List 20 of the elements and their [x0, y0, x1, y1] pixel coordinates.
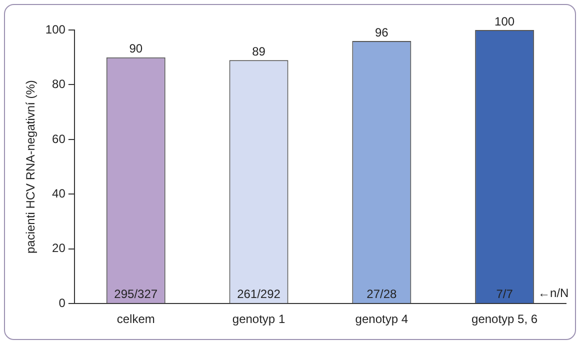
annotation: 295/327 — [114, 286, 158, 301]
data-label: 89 — [252, 44, 266, 58]
data-label: 96 — [374, 25, 389, 40]
y-tick-label: 20 — [52, 241, 66, 256]
annotation: ←n/N — [538, 286, 569, 300]
annotation: 7/7 — [496, 286, 514, 301]
data-label: 90 — [129, 42, 143, 56]
y-axis-title: pacienti HCV RNA-negativní (%) — [24, 80, 38, 254]
x-tick-label: genotyp 5, 6 — [472, 312, 538, 326]
x-tick-label: celkem — [116, 312, 155, 326]
y-tick-label: 60 — [52, 132, 66, 146]
annotation: 261/292 — [237, 286, 281, 301]
x-tick-label: genotyp 1 — [232, 312, 286, 326]
y-tick-label: 0 — [58, 296, 66, 310]
y-tick-label: 40 — [52, 186, 66, 200]
x-tick-label: genotyp 4 — [355, 312, 408, 326]
annotation: 27/28 — [366, 286, 397, 301]
y-tick-label: 100 — [45, 22, 66, 36]
data-label: 100 — [494, 14, 515, 28]
y-tick-label: 80 — [52, 77, 66, 92]
